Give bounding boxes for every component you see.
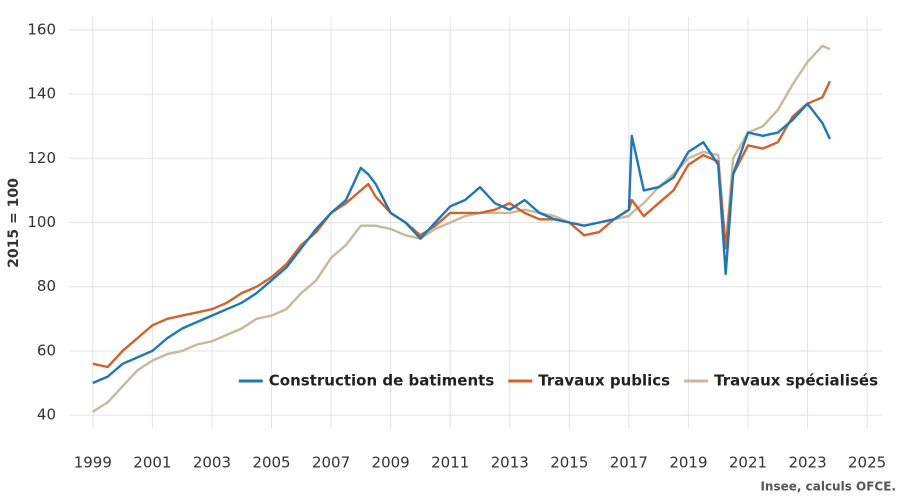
x-tick-label: 2005 [252,454,290,472]
series-line [92,102,831,385]
y-tick-label: 40 [37,406,56,424]
x-tick-label: 2025 [848,454,886,472]
legend-label: Travaux publics [538,372,670,390]
x-tick-label: 1999 [74,454,112,472]
series-line [92,44,831,413]
x-tick-label: 2007 [312,454,350,472]
x-tick-label: 2015 [550,454,588,472]
x-tick-label: 2001 [133,454,171,472]
source: Insee, calculs OFCE. [760,480,896,494]
legend-label: Construction de batiments [269,372,495,390]
y-tick-label: 80 [37,277,56,295]
x-tick-label: 2017 [610,454,648,472]
y-tick-label: 140 [27,85,56,103]
x-tick-label: 2021 [729,454,767,472]
y-tick-label: 100 [27,213,56,231]
series-line [92,80,831,369]
y-axis-label: 2015 = 100 [6,178,22,268]
legend: Construction de batiments Travaux publics… [238,372,878,390]
x-tick-label: 2019 [669,454,707,472]
x-tick-label: 2011 [431,454,469,472]
x-tick-label: 2023 [788,454,826,472]
legend-label: Travaux spécialisés [714,372,878,390]
x-tick-label: 2013 [491,454,529,472]
y-tick-label: 120 [27,149,56,167]
x-tick-label: 2009 [372,454,410,472]
y-tick-label: 60 [37,341,56,359]
x-tick-label: 2003 [193,454,231,472]
y-tick-label: 160 [27,20,56,38]
